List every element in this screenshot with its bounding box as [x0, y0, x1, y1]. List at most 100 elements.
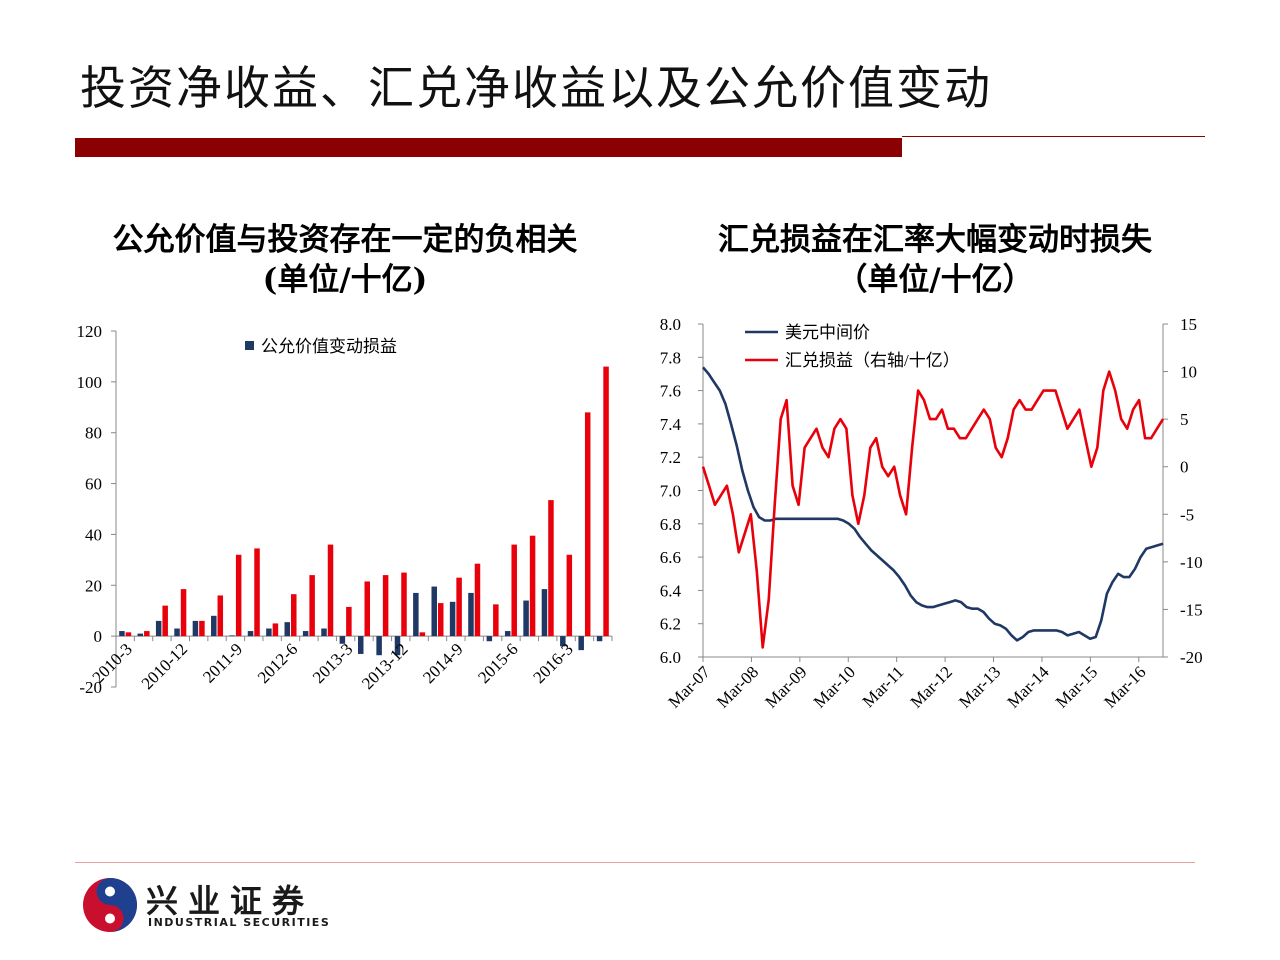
y-tick-label: 0 [94, 627, 103, 646]
red-series-bar [217, 595, 224, 637]
fair-value-bar [155, 620, 162, 637]
red-series-bar [529, 535, 536, 637]
x-tick-label: Mar-09 [761, 662, 810, 711]
left-chart-subtitle: 公允价值与投资存在一定的负相关 (单位/十亿) [60, 220, 630, 300]
fair-value-bar [431, 586, 437, 637]
x-tick-label: Mar-12 [907, 662, 956, 711]
fair-value-bar [413, 592, 419, 637]
left-y-tick-label: 6.8 [660, 515, 681, 534]
left-y-tick-label: 7.2 [660, 448, 681, 467]
fair-value-bar [504, 631, 511, 637]
title-underline-bar [75, 138, 902, 157]
x-tick-label: Mar-13 [955, 662, 1004, 711]
red-series-bar [419, 632, 426, 637]
left-y-tick-label: 7.0 [660, 482, 681, 501]
red-series-bar [474, 563, 481, 637]
fair-value-bar [449, 601, 456, 637]
x-tick-label: Mar-11 [859, 662, 908, 711]
right-subtitle-line2: （单位/十亿） [836, 262, 1034, 298]
fair-value-bar [211, 615, 217, 637]
logo-mark-icon [83, 878, 137, 932]
red-series-bar [125, 632, 132, 637]
left-subtitle-line1: 公允价值与投资存在一定的负相关 [112, 222, 578, 258]
right-y-tick-label: -20 [1180, 648, 1203, 667]
legend-label-fx: 汇兑损益（右轴/十亿） [785, 351, 960, 370]
fair-value-bar [229, 635, 235, 637]
fair-value-bar [376, 636, 382, 656]
footer-divider [75, 862, 1195, 863]
x-tick-label: Mar-15 [1052, 662, 1101, 711]
right-y-tick-label: -15 [1180, 600, 1203, 619]
fair-value-bar [358, 636, 364, 654]
legend-label-usd: 美元中间价 [785, 323, 870, 342]
left-y-tick-label: 8.0 [660, 315, 681, 334]
red-series-bar [291, 594, 297, 637]
x-tick-label: Mar-14 [1004, 662, 1054, 712]
x-tick-label: Mar-16 [1100, 662, 1149, 711]
fx-gain-line [701, 370, 1165, 649]
right-y-tick-label: 5 [1180, 410, 1189, 429]
x-tick-label: 2012-6 [254, 640, 301, 687]
fair-value-bar [486, 636, 493, 642]
right-y-tick-label: 10 [1180, 363, 1197, 382]
right-y-tick-label: -10 [1180, 553, 1203, 572]
left-y-tick-label: 7.8 [660, 348, 681, 367]
right-chart-subtitle: 汇兑损益在汇率大幅变动时损失 （单位/十亿） [660, 220, 1210, 300]
legend-label: 公允价值变动损益 [261, 337, 397, 356]
x-tick-label: 2013-12 [358, 640, 412, 694]
fair-value-bar [523, 600, 529, 637]
red-series-bar [382, 575, 389, 637]
page-title: 投资净收益、汇兑净收益以及公允价值变动 [80, 61, 992, 115]
left-y-tick-label: 7.4 [660, 415, 682, 434]
right-y-tick-label: 0 [1180, 458, 1189, 477]
red-series-bar [401, 572, 407, 637]
y-tick-label: 60 [85, 475, 102, 494]
left-y-tick-label: 6.2 [660, 615, 681, 634]
red-series-bar [180, 589, 187, 637]
fair-value-bar [192, 620, 199, 637]
legend-swatch [245, 341, 254, 350]
x-tick-label: 2011-9 [199, 640, 246, 687]
x-tick-label: Mar-10 [810, 662, 859, 711]
red-series-bar [548, 500, 554, 637]
fair-value-bar [596, 636, 603, 642]
red-series-bar [566, 554, 573, 637]
fair-value-bar [321, 628, 327, 637]
fair-value-bar [302, 631, 309, 637]
fair-value-bar [247, 631, 254, 637]
fair-value-bar [174, 628, 180, 637]
left-y-tick-label: 6.6 [660, 548, 681, 567]
x-tick-label: Mar-08 [713, 662, 762, 711]
fair-value-bar [266, 628, 272, 637]
red-series-bar [309, 575, 315, 637]
logo-english-name: INDUSTRIAL SECURITIES [148, 916, 331, 929]
left-y-tick-label: 6.0 [660, 648, 681, 667]
usd-rate-line [702, 366, 1164, 642]
right-y-tick-label: -5 [1180, 505, 1194, 524]
right-y-tick-label: 15 [1180, 315, 1197, 334]
red-series-bar [272, 623, 279, 637]
red-series-bar [254, 548, 260, 637]
right-subtitle-line1: 汇兑损益在汇率大幅变动时损失 [718, 222, 1152, 258]
fair-value-bar [137, 633, 144, 637]
red-series-bar [162, 605, 168, 637]
fair-value-bar [468, 592, 474, 637]
red-series-bar [437, 603, 444, 637]
logo-chinese-name: 兴业证券 [146, 882, 315, 920]
left-y-tick-label: 7.6 [660, 382, 681, 401]
red-series-bar [493, 604, 499, 637]
fair-value-bar [339, 636, 346, 644]
y-tick-label: 20 [85, 576, 102, 595]
red-series-bar [603, 366, 609, 637]
red-series-bar [235, 554, 242, 637]
red-series-bar [327, 544, 334, 637]
fair-value-bar [541, 589, 548, 637]
x-tick-label: 2013-3 [309, 640, 356, 687]
left-y-tick-label: 6.4 [660, 581, 682, 600]
y-tick-label: 100 [77, 373, 103, 392]
x-tick-label: Mar-07 [665, 662, 715, 712]
x-tick-label: 2016-3 [529, 640, 576, 687]
company-logo: 兴业证券 INDUSTRIAL SECURITIES [80, 874, 350, 936]
fair-value-bar [284, 622, 291, 637]
